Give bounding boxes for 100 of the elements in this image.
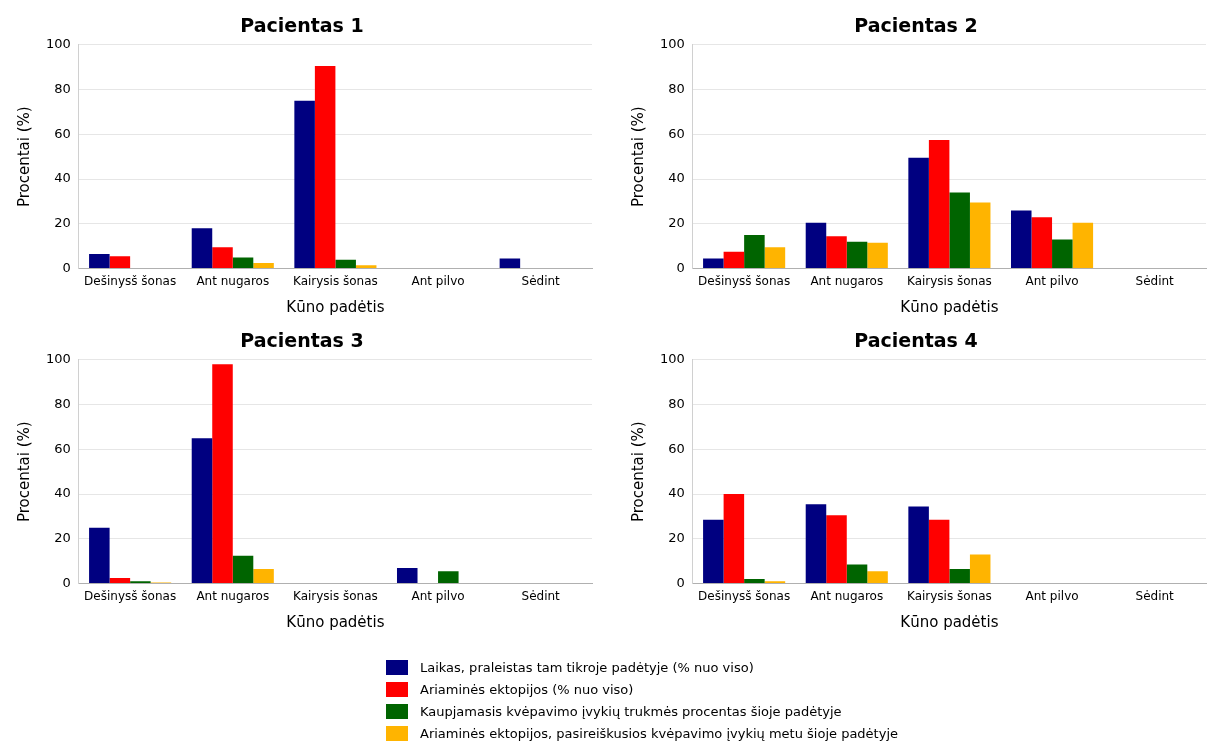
bar — [846, 241, 868, 269]
bar — [212, 364, 233, 584]
bar — [1010, 210, 1032, 269]
bar — [764, 247, 786, 269]
y-tick-label: 100 — [659, 351, 685, 367]
bar — [335, 259, 356, 269]
legend-label: Ariaminės ektopijos (% nuo viso) — [420, 681, 634, 697]
bar — [232, 257, 254, 269]
x-tick-label: Sėdint — [521, 588, 561, 603]
bar — [232, 555, 254, 584]
x-tick-label: Ant nugaros — [810, 588, 884, 603]
bar — [355, 265, 377, 269]
x-tick-label: Ant pilvo — [1025, 273, 1079, 288]
x-tick-label: Dešinysš šonas — [698, 273, 791, 288]
bar — [723, 251, 745, 269]
y-tick-label: 0 — [676, 574, 685, 590]
bar — [1072, 222, 1094, 269]
x-tick-label: Sėdint — [1135, 273, 1175, 288]
x-axis-title: Kūno padėtis — [286, 297, 385, 316]
y-axis-title: Procentai (%) — [628, 421, 647, 523]
y-tick-label: 40 — [54, 485, 71, 501]
bar — [89, 527, 110, 584]
bar — [1031, 217, 1053, 269]
y-tick-label: 0 — [676, 259, 685, 275]
bar — [949, 192, 970, 269]
bar — [949, 569, 970, 584]
x-tick-label: Dešinysš šonas — [84, 588, 177, 603]
y-tick-label: 20 — [668, 215, 685, 231]
y-tick-label: 80 — [54, 80, 71, 96]
bar — [969, 202, 991, 269]
x-tick-label: Kairysis šonas — [906, 273, 992, 288]
x-tick-label: Ant pilvo — [1025, 588, 1079, 603]
bar — [846, 564, 868, 584]
chart-title: Pacientas 2 — [854, 14, 978, 37]
y-tick-label: 40 — [54, 170, 71, 186]
legend-label: Ariaminės ektopijos, pasireiškusios kvėpavimo įvykių metu šioje padėtyje — [420, 725, 899, 741]
bar — [253, 569, 274, 584]
bar — [396, 567, 418, 584]
bar — [908, 506, 929, 584]
bar — [1052, 239, 1073, 269]
bar — [191, 228, 213, 269]
bar — [109, 256, 131, 269]
y-tick-label: 20 — [54, 530, 71, 546]
bar — [805, 504, 827, 584]
x-tick-label: Dešinysš šonas — [698, 588, 791, 603]
x-tick-label: Ant nugaros — [196, 273, 270, 288]
x-tick-label: Kairysis šonas — [292, 588, 378, 603]
x-tick-label: Ant pilvo — [411, 273, 465, 288]
y-tick-label: 80 — [668, 80, 685, 96]
x-axis-title: Kūno padėtis — [286, 612, 385, 631]
bar — [826, 515, 847, 584]
bar — [438, 571, 459, 584]
x-tick-label: Ant nugaros — [810, 273, 884, 288]
y-tick-label: 20 — [668, 530, 685, 546]
y-tick-label: 20 — [54, 215, 71, 231]
y-tick-label: 80 — [54, 395, 71, 411]
legend-label: Kaupjamasis kvėpavimo įvykių trukmės procentas šioje padėtyje — [420, 703, 842, 719]
x-axis-title: Kūno padėtis — [900, 612, 999, 631]
bar — [314, 66, 336, 269]
x-tick-label: Ant pilvo — [411, 588, 465, 603]
bar — [908, 157, 929, 269]
bar — [744, 235, 765, 269]
y-tick-label: 60 — [668, 125, 685, 141]
x-tick-label: Kairysis šonas — [292, 273, 378, 288]
x-tick-label: Sėdint — [521, 273, 561, 288]
bar — [703, 258, 724, 269]
bar — [294, 100, 315, 269]
bar — [212, 247, 233, 269]
legend-label: Laikas, praleistas tam tikroje padėtyje (% nuo viso) — [420, 659, 754, 675]
bar — [109, 578, 131, 584]
y-tick-label: 100 — [45, 36, 71, 52]
bar — [499, 258, 521, 269]
y-tick-label: 60 — [668, 440, 685, 456]
y-tick-label: 0 — [62, 574, 71, 590]
chart-title: Pacientas 3 — [240, 329, 364, 352]
bar — [805, 222, 827, 269]
bar — [969, 554, 991, 584]
y-tick-label: 100 — [45, 351, 71, 367]
bar — [867, 571, 888, 584]
bar — [928, 139, 950, 269]
y-tick-label: 100 — [659, 36, 685, 52]
bar — [826, 236, 847, 269]
y-tick-label: 80 — [668, 395, 685, 411]
bar — [191, 438, 213, 584]
bar — [723, 494, 745, 584]
y-tick-label: 60 — [54, 440, 71, 456]
x-tick-label: Dešinysš šonas — [84, 273, 177, 288]
y-tick-label: 40 — [668, 485, 685, 501]
chart-title: Pacientas 4 — [854, 329, 978, 352]
y-tick-label: 0 — [62, 259, 71, 275]
bar — [744, 579, 765, 584]
bar — [703, 519, 724, 584]
bar — [89, 254, 110, 269]
x-axis-title: Kūno padėtis — [900, 297, 999, 316]
y-axis-title: Procentai (%) — [14, 106, 33, 208]
x-tick-label: Ant nugaros — [196, 588, 270, 603]
bar — [928, 519, 950, 584]
chart-title: Pacientas 1 — [240, 14, 364, 37]
y-axis-title: Procentai (%) — [628, 106, 647, 208]
y-tick-label: 60 — [54, 125, 71, 141]
